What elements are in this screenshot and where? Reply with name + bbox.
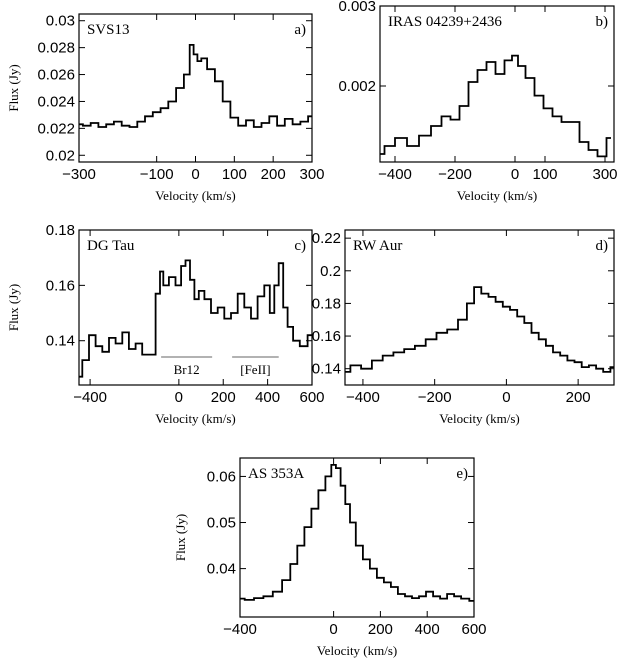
- x-axis-label: Velocity (km/s): [155, 411, 236, 426]
- y-axis-label: Flux (Jy): [6, 284, 21, 331]
- y-tick-label: 0.2: [320, 263, 341, 280]
- x-tick-label: −400: [223, 621, 257, 638]
- x-tick-label: 400: [255, 389, 280, 406]
- x-tick-label: −100: [140, 166, 174, 183]
- spectrum-line: [79, 44, 312, 128]
- x-tick-label: −400: [346, 389, 380, 406]
- y-tick-label: 0.16: [46, 277, 75, 294]
- panel-2: −400 −200 0 100 300 0.002 0.003 IRAS 04239+2436…: [338, 0, 617, 203]
- x-tick-label: −300: [62, 166, 96, 183]
- x-tick-label: 0: [329, 621, 337, 638]
- y-tick-label: 0.026: [37, 67, 75, 84]
- y-tick-label: 0.18: [312, 295, 341, 312]
- plot-frame: [379, 5, 615, 163]
- object-name: IRAS 04239+2436: [388, 14, 502, 30]
- y-tick-label: 0.04: [207, 561, 236, 578]
- x-tick-label: −400: [378, 166, 412, 183]
- y-tick-label: 0.16: [312, 328, 341, 345]
- panel-3: −400 0 200 400 600 0.14 0.16 0.18 DG Tau c) Veloci…: [6, 222, 325, 426]
- x-tick-label: 200: [261, 166, 286, 183]
- annotation-label: Br12: [174, 362, 200, 377]
- spectrum-line: [79, 259, 312, 378]
- spectrum-line: [345, 286, 614, 373]
- y-tick-label: 0.028: [37, 40, 75, 57]
- object-name: RW Aur: [353, 238, 402, 254]
- x-tick-label: 600: [461, 621, 486, 638]
- y-tick-label: 0.02: [46, 147, 75, 164]
- panel-1: −300 −100 0 100 200 300 0.02 0.022 0.024 0.026 0.0…: [6, 13, 325, 203]
- y-axis-label: Flux (Jy): [6, 64, 21, 111]
- y-tick-label: 0.14: [312, 361, 341, 378]
- x-axis-label: Velocity (km/s): [439, 411, 520, 426]
- x-tick-label: 200: [368, 621, 393, 638]
- panel-label: c): [294, 238, 306, 254]
- x-tick-label: −200: [438, 166, 472, 183]
- x-tick-label: −400: [73, 389, 107, 406]
- y-tick-label: 0.06: [207, 468, 236, 485]
- annotation-label: [FeII]: [240, 362, 270, 377]
- object-name: AS 353A: [248, 466, 304, 482]
- y-tick-label: 0.22: [312, 230, 341, 247]
- x-tick-label: 100: [222, 166, 247, 183]
- x-tick-label: 0: [191, 166, 199, 183]
- x-tick-label: 200: [211, 389, 236, 406]
- plot-frame: [239, 457, 475, 618]
- x-tick-label: 300: [299, 166, 324, 183]
- y-tick-label: 0.003: [338, 0, 376, 15]
- panel-5: −400 0 200 400 600 0.04 0.05 0.06 AS 353A e) Veloc…: [173, 457, 487, 658]
- x-tick-label: 400: [415, 621, 440, 638]
- y-axis-label: Flux (Jy): [173, 514, 188, 561]
- y-tick-label: 0.024: [37, 93, 75, 110]
- y-tick-label: 0.18: [46, 222, 75, 239]
- x-tick-label: 100: [532, 166, 557, 183]
- plot-frame: [78, 229, 313, 386]
- panel-4: −400 −200 0 200 0.14 0.16 0.18 0.2 0.22 RW Aur d) V…: [312, 229, 615, 426]
- panel-label: a): [294, 22, 306, 38]
- x-tick-label: 600: [299, 389, 324, 406]
- x-axis-label: Velocity (km/s): [317, 643, 398, 658]
- plot-frame: [344, 229, 615, 386]
- x-tick-label: 200: [566, 389, 591, 406]
- y-tick-label: 0.022: [37, 120, 75, 137]
- spectrum-line: [380, 54, 611, 158]
- panel-label: e): [456, 466, 468, 482]
- object-name: DG Tau: [87, 238, 135, 254]
- panel-label: b): [596, 14, 609, 30]
- x-axis-label: Velocity (km/s): [155, 188, 236, 203]
- x-tick-label: 0: [175, 389, 183, 406]
- x-axis-label: Velocity (km/s): [457, 188, 538, 203]
- y-tick-label: 0.14: [46, 333, 75, 350]
- x-tick-label: 0: [502, 389, 510, 406]
- object-name: SVS13: [87, 22, 130, 38]
- y-tick-label: 0.03: [46, 13, 75, 30]
- y-tick-label: 0.002: [338, 78, 376, 95]
- x-tick-label: 300: [592, 166, 617, 183]
- x-tick-label: 0: [511, 166, 519, 183]
- panel-label: d): [596, 238, 609, 254]
- x-tick-label: −200: [418, 389, 452, 406]
- spectrum-line: [240, 464, 474, 602]
- y-tick-label: 0.05: [207, 515, 236, 532]
